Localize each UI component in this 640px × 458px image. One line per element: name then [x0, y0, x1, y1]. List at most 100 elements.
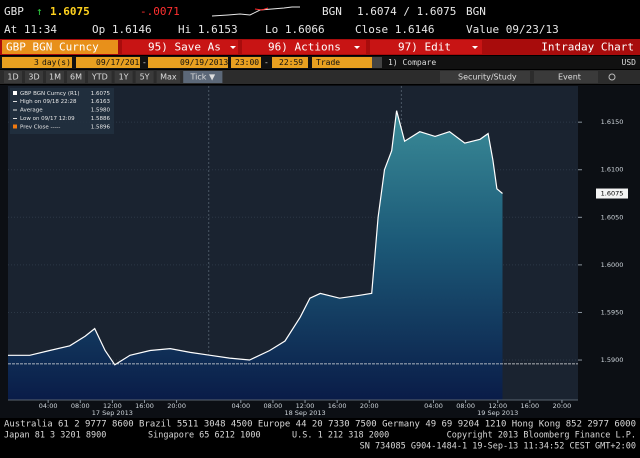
x-tick-label: 12:00: [103, 402, 122, 410]
tab[interactable]: [4, 71, 22, 83]
x-tick-label: 08:00: [264, 402, 283, 410]
x-date-label: 17 Sep 2013: [92, 409, 133, 417]
source: BGN: [322, 5, 342, 18]
legend-value: 1.5886: [91, 116, 111, 122]
legend-value: 1.5896: [91, 125, 111, 131]
tool-button[interactable]: [534, 71, 598, 83]
footer-contact: Japan 81 3 3201 8900: [4, 431, 106, 441]
input[interactable]: [272, 57, 308, 68]
tab[interactable]: [114, 71, 133, 83]
separator: -: [264, 58, 269, 67]
tab-label[interactable]: 6M: [70, 73, 82, 82]
x-tick-label: 04:00: [39, 402, 58, 410]
tab[interactable]: [135, 71, 154, 83]
x-date-label: 18 Sep 2013: [284, 409, 325, 417]
y-tick-label: 1.5900: [601, 356, 624, 364]
menu-button[interactable]: [242, 40, 366, 54]
tab[interactable]: [46, 71, 64, 83]
last-price-marker: [596, 188, 628, 199]
sparkline-tail: [254, 7, 269, 11]
bid-ask: 1.6074 / 1.6075: [357, 5, 456, 18]
legend-value: 1.6163: [91, 99, 111, 105]
x-tick-label: 16:00: [520, 402, 539, 410]
end-date[interactable]: 09/19/2013: [180, 58, 228, 67]
period[interactable]: 3: [34, 58, 39, 67]
tabs: 1D 3D 1M 6M YTD 1Y 5Y Max Tick ▼: [4, 71, 223, 83]
y-tick-label: 1.6150: [601, 118, 624, 126]
menu-button[interactable]: [122, 40, 238, 54]
compare[interactable]: 1) Compare: [388, 58, 436, 67]
legend-value: 1.6075: [91, 91, 111, 97]
arrow: ↑: [36, 5, 43, 18]
y-tick-label: 1.6075: [601, 190, 624, 198]
input[interactable]: [312, 57, 382, 68]
copyright: Copyright 2013 Bloomberg Finance L.P.: [447, 431, 636, 441]
footer-line: Australia 61 2 9777 8600 Brazil 5511 304…: [4, 420, 636, 430]
tab-label[interactable]: 5Y: [140, 73, 150, 82]
actions[interactable]: 96) Actions: [268, 41, 341, 54]
security[interactable]: GBP BGN Curncy: [6, 41, 99, 54]
plot: 1.6150 1.6100 1.6075 1.6050 1.6000 1.5950 1.59…: [8, 86, 628, 417]
legend-label: Prev Close -----: [20, 125, 60, 131]
x-tick-label: 20:00: [167, 402, 186, 410]
currency[interactable]: USD: [622, 58, 637, 67]
period-unit[interactable]: day(s): [42, 58, 71, 67]
legend-label: High on 09/18 22:28: [20, 99, 77, 105]
time: At 11:34: [4, 23, 57, 36]
x-tick-label: 08:00: [71, 402, 90, 410]
x-tick-label: 12:00: [488, 402, 507, 410]
tab-label[interactable]: Tick ▼: [190, 73, 216, 82]
tool-button[interactable]: [440, 71, 530, 83]
event[interactable]: Event: [558, 73, 581, 82]
tab[interactable]: [67, 71, 85, 83]
high: Hi 1.6153: [178, 23, 238, 36]
x-tick-label: 16:00: [328, 402, 347, 410]
end-time[interactable]: 22:59: [279, 58, 303, 67]
y-tick-label: 1.5950: [601, 308, 624, 316]
x-tick-label: 20:00: [553, 402, 572, 410]
function-title: Intraday Chart: [541, 41, 634, 54]
x-date-label: 19 Sep 2013: [477, 409, 518, 417]
tab[interactable]: [156, 71, 181, 83]
separator: -: [142, 58, 147, 67]
y-tick-label: 1.6050: [601, 213, 624, 221]
input[interactable]: [231, 57, 261, 68]
x-tick-label: 04:00: [424, 402, 443, 410]
event-type[interactable]: Trade: [316, 58, 340, 67]
security-box[interactable]: [2, 40, 118, 54]
tab-label[interactable]: 3D: [28, 73, 39, 82]
input[interactable]: [148, 57, 228, 68]
start-time[interactable]: 23:00: [235, 58, 259, 67]
price-line: [8, 110, 503, 366]
security-study[interactable]: Security/Study: [458, 73, 517, 82]
tab[interactable]: [183, 71, 223, 83]
tab-label[interactable]: YTD: [91, 73, 108, 82]
legend-label: Low on 09/17 12:09: [20, 116, 75, 122]
tab-label[interactable]: Max: [160, 73, 177, 82]
last-price: 1.6075: [50, 5, 90, 18]
settings-icon[interactable]: [608, 73, 616, 81]
tab-label[interactable]: 1D: [7, 73, 18, 82]
legend-swatch: [13, 124, 17, 129]
y-tick-label: 1.6000: [601, 261, 624, 269]
menu-button[interactable]: [370, 40, 482, 54]
x-tick-label: 20:00: [360, 402, 379, 410]
x-tick-label: 12:00: [296, 402, 315, 410]
low: Lo 1.6066: [265, 23, 325, 36]
footer-contact: Singapore 65 6212 1000: [148, 431, 261, 441]
tab-label[interactable]: 1Y: [119, 73, 129, 82]
x-tick-label: 04:00: [231, 402, 250, 410]
tab[interactable]: [25, 71, 43, 83]
input[interactable]: [76, 57, 140, 68]
input[interactable]: [2, 57, 72, 68]
x-tick-label: 08:00: [456, 402, 475, 410]
edit[interactable]: 97) Edit: [398, 41, 451, 54]
save-as[interactable]: 95) Save As: [148, 41, 221, 54]
session-info: SN 734085 G904-1484-1 19-Sep-13 11:34:52…: [360, 442, 636, 452]
dropdown[interactable]: [372, 57, 382, 68]
legend-value: 1.5980: [91, 108, 111, 114]
start-date[interactable]: 09/17/2013: [96, 58, 144, 67]
tab-label[interactable]: 1M: [49, 73, 61, 82]
tab[interactable]: [88, 71, 112, 83]
